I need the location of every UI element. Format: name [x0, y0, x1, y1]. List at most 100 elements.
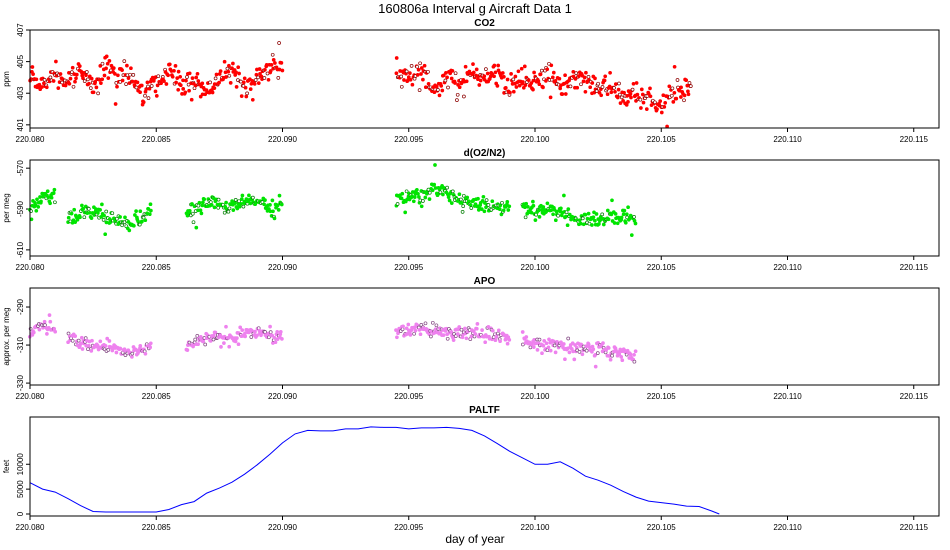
data-point-o2n2-365: [483, 201, 487, 205]
data-point-co2-669: [682, 98, 686, 103]
data-point-co2-591: [618, 101, 623, 105]
data-point-co2-601: [626, 89, 631, 93]
data-point-co2-482: [531, 87, 535, 92]
data-point-co2-169: [164, 82, 169, 86]
data-point-o2n2-175: [216, 205, 221, 210]
data-point-co2-178: [172, 68, 176, 73]
data-point-apo-454: [567, 350, 572, 355]
data-point-apo-296: [427, 332, 432, 336]
data-point-co2-236: [218, 69, 223, 73]
data-point-o2n2-364: [482, 209, 487, 214]
data-point-co2-585: [613, 82, 618, 86]
data-point-o2n2-152: [197, 200, 202, 205]
data-point-co2-319: [399, 74, 404, 79]
plot-frame-o2n2: [29, 159, 940, 257]
data-point-o2n2-291: [423, 195, 428, 200]
data-point-co2-269: [245, 91, 249, 96]
data-point-co2-35: [56, 86, 61, 90]
data-point-co2-109: [116, 73, 120, 78]
data-point-apo-381: [496, 331, 500, 336]
data-point-co2-342: [417, 88, 422, 92]
data-point-co2-211: [198, 94, 203, 99]
data-point-apo-277: [412, 331, 416, 336]
data-point-o2n2-297: [427, 190, 432, 195]
x-tick-label-apo-6: 220.110: [773, 392, 802, 401]
data-point-o2n2-206: [241, 204, 246, 209]
data-point-apo-444: [559, 340, 563, 345]
x-tick-label-co2-1: 220.085: [142, 135, 171, 144]
data-point-o2n2-384: [498, 203, 503, 208]
data-point-co2-127: [130, 79, 135, 84]
data-point-apo-128: [143, 351, 148, 356]
data-point-o2n2-506: [609, 212, 614, 217]
data-point-co2-300: [270, 52, 275, 57]
x-tick-label-apo-2: 220.090: [268, 392, 297, 401]
data-point-co2-142: [143, 93, 147, 98]
data-point-o2n2-422: [541, 205, 546, 209]
data-point-co2-231: [214, 72, 219, 77]
data-point-co2-535: [573, 77, 578, 81]
data-point-co2-125: [129, 66, 133, 71]
x-tick-label-apo-5: 220.105: [647, 392, 676, 401]
data-point-apo-420: [540, 351, 544, 356]
data-point-co2-495: [541, 85, 545, 90]
data-point-co2-515: [557, 76, 562, 81]
y-tick-label-co2-2: 405: [16, 54, 25, 68]
data-point-co2-38: [58, 72, 63, 76]
data-point-o2n2-23: [46, 195, 51, 200]
data-point-co2-674: [686, 89, 690, 94]
data-point-o2n2-266: [403, 210, 408, 215]
x-tick-label-co2-5: 220.105: [647, 135, 676, 144]
data-point-co2-409: [471, 70, 476, 75]
x-tick-label-apo-4: 220.100: [521, 392, 550, 401]
data-point-apo-435: [551, 339, 556, 344]
data-point-o2n2-203: [238, 202, 243, 206]
data-point-co2-346: [421, 77, 425, 82]
data-point-apo-428: [546, 345, 551, 350]
data-point-o2n2-61: [89, 216, 94, 220]
data-point-co2-66: [81, 76, 85, 81]
data-point-apo-82: [106, 348, 111, 352]
data-point-co2-676: [687, 81, 692, 85]
data-point-o2n2-233: [263, 198, 267, 202]
data-point-o2n2-239: [268, 203, 272, 207]
data-point-co2-258: [236, 65, 241, 70]
data-point-apo-406: [528, 345, 533, 350]
x-tick-label-o2n2-3: 220.095: [394, 263, 423, 272]
data-point-apo-18: [42, 319, 47, 324]
data-point-co2-89: [100, 77, 105, 82]
data-point-co2-589: [617, 81, 621, 86]
data-point-apo-437: [553, 350, 558, 355]
data-point-co2-466: [517, 83, 522, 88]
data-point-co2-556: [590, 81, 595, 85]
data-point-o2n2-84: [107, 217, 112, 221]
data-point-co2-660: [674, 96, 679, 101]
data-point-co2-117: [122, 59, 127, 63]
x-tick-label-o2n2-1: 220.085: [142, 263, 171, 272]
data-point-co2-646: [663, 101, 668, 105]
data-point-co2-595: [622, 90, 626, 95]
data-point-co2-656: [671, 100, 676, 104]
data-point-o2n2-300: [430, 188, 435, 193]
data-point-co2-472: [522, 64, 527, 69]
data-point-o2n2-527: [626, 205, 630, 210]
data-point-o2n2-325: [450, 189, 455, 194]
y-tick-label-co2-3: 407: [16, 23, 25, 37]
data-point-co2-245: [226, 69, 231, 74]
data-point-co2-198: [187, 71, 192, 76]
data-point-o2n2-218: [251, 195, 255, 200]
data-point-co2-640: [658, 99, 663, 103]
data-point-o2n2-310: [438, 190, 443, 195]
data-point-co2-619: [641, 100, 646, 105]
data-point-apo-62: [90, 338, 94, 343]
data-point-o2n2-250: [276, 208, 281, 212]
data-point-apo-239: [268, 324, 272, 329]
data-point-o2n2-394: [506, 208, 511, 212]
data-point-o2n2-416: [536, 208, 541, 213]
data-point-co2-295: [266, 77, 271, 82]
data-point-apo-303: [432, 330, 437, 335]
data-point-co2-387: [453, 71, 458, 76]
data-point-o2n2-447: [562, 193, 566, 198]
data-point-co2-416: [477, 83, 482, 87]
data-point-co2-654: [669, 93, 674, 98]
